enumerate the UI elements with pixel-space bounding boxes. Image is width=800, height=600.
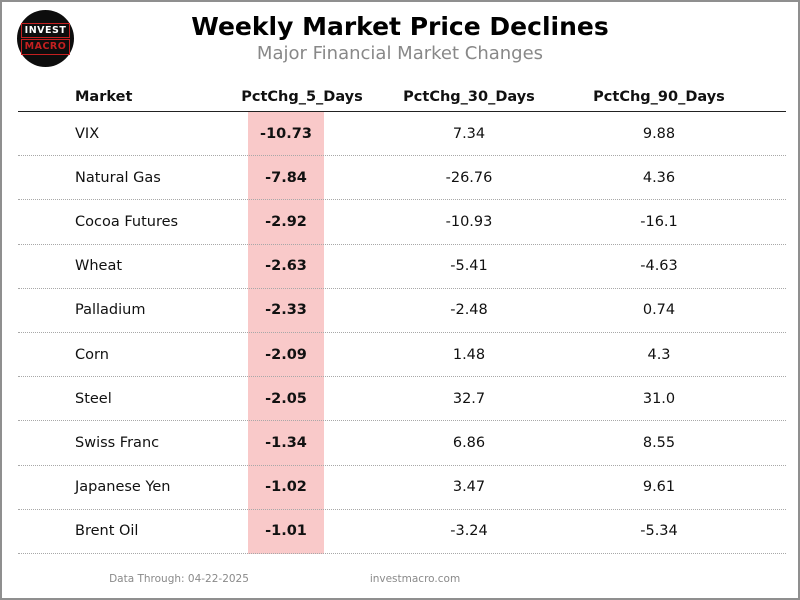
- table-row: Japanese Yen -1.02 3.47 9.61: [18, 466, 786, 510]
- cell-pctchg-5-days: -1.34: [265, 434, 307, 451]
- table-header-row: Market PctChg_5_Days PctChg_30_Days PctC…: [18, 82, 786, 112]
- highlight-column-background: [248, 112, 324, 554]
- cell-pctchg-90-days: -5.34: [640, 523, 678, 540]
- cell-market: Corn: [75, 346, 109, 363]
- cell-pctchg-5-days: -1.02: [265, 479, 307, 496]
- cell-pctchg-30-days: 1.48: [452, 346, 486, 363]
- cell-market: Wheat: [75, 258, 123, 275]
- cell-pctchg-5-days: -2.63: [265, 258, 307, 275]
- cell-pctchg-90-days: 4.36: [642, 169, 676, 186]
- cell-pctchg-5-days: -1.01: [265, 523, 307, 540]
- cell-market: Brent Oil: [75, 523, 139, 540]
- cell-pctchg-5-days: -2.92: [265, 213, 307, 230]
- column-header-pctchg-30-days: PctChg_30_Days: [403, 88, 535, 105]
- cell-pctchg-30-days: 32.7: [452, 390, 486, 407]
- cell-pctchg-30-days: -5.41: [450, 258, 488, 275]
- cell-pctchg-90-days: -16.1: [640, 213, 678, 230]
- investmacro-logo: INVEST MACRO: [17, 10, 74, 67]
- cell-pctchg-90-days: 9.88: [642, 125, 676, 142]
- cell-pctchg-90-days: 31.0: [642, 390, 676, 407]
- cell-market: Steel: [75, 390, 112, 407]
- cell-pctchg-90-days: 0.74: [642, 302, 676, 319]
- cell-pctchg-90-days: 4.3: [647, 346, 671, 363]
- cell-pctchg-30-days: 6.86: [452, 434, 486, 451]
- column-header-market: Market: [75, 88, 133, 105]
- website-label: investmacro.com: [369, 573, 461, 585]
- cell-pctchg-5-days: -2.33: [265, 302, 307, 319]
- table-row: Natural Gas -7.84 -26.76 4.36: [18, 156, 786, 201]
- cell-market: Natural Gas: [75, 169, 161, 186]
- cell-pctchg-30-days: -2.48: [450, 302, 488, 319]
- table-body: VIX -10.73 7.34 9.88 Natural Gas -7.84 -…: [18, 112, 786, 554]
- cell-market: Swiss Franc: [75, 434, 160, 451]
- cell-pctchg-90-days: 9.61: [642, 479, 676, 496]
- cell-pctchg-5-days: -10.73: [260, 125, 312, 142]
- logo-macro-text: MACRO: [20, 39, 71, 55]
- column-header-pctchg-5-days: PctChg_5_Days: [241, 88, 363, 105]
- table-row: VIX -10.73 7.34 9.88: [18, 112, 786, 157]
- cell-market: VIX: [75, 125, 100, 142]
- column-header-pctchg-90-days: PctChg_90_Days: [593, 88, 725, 105]
- cell-pctchg-30-days: 7.34: [452, 125, 486, 142]
- cell-market: Japanese Yen: [75, 479, 171, 496]
- table-row: Palladium -2.33 -2.48 0.74: [18, 289, 786, 333]
- cell-market: Palladium: [75, 302, 146, 319]
- cell-pctchg-5-days: -2.05: [265, 390, 307, 407]
- table-row: Swiss Franc -1.34 6.86 8.55: [18, 421, 786, 466]
- table-row: Steel -2.05 32.7 31.0: [18, 377, 786, 422]
- page-subtitle: Major Financial Market Changes: [256, 43, 544, 64]
- table-row: Brent Oil -1.01 -3.24 -5.34: [18, 510, 786, 554]
- cell-pctchg-90-days: 8.55: [642, 434, 676, 451]
- cell-pctchg-5-days: -7.84: [265, 169, 307, 186]
- data-through-label: Data Through: 04-22-2025: [109, 573, 249, 585]
- cell-pctchg-90-days: -4.63: [640, 258, 678, 275]
- cell-pctchg-30-days: -26.76: [445, 169, 493, 186]
- cell-pctchg-30-days: 3.47: [452, 479, 486, 496]
- table-row: Corn -2.09 1.48 4.3: [18, 333, 786, 378]
- page-title: Weekly Market Price Declines: [191, 12, 609, 41]
- cell-market: Cocoa Futures: [75, 213, 179, 230]
- table-row: Cocoa Futures -2.92 -10.93 -16.1: [18, 200, 786, 245]
- cell-pctchg-30-days: -3.24: [450, 523, 488, 540]
- table-row: Wheat -2.63 -5.41 -4.63: [18, 245, 786, 289]
- cell-pctchg-5-days: -2.09: [265, 346, 307, 363]
- cell-pctchg-30-days: -10.93: [445, 213, 493, 230]
- logo-invest-text: INVEST: [20, 22, 71, 38]
- market-table: Market PctChg_5_Days PctChg_30_Days PctC…: [18, 82, 786, 554]
